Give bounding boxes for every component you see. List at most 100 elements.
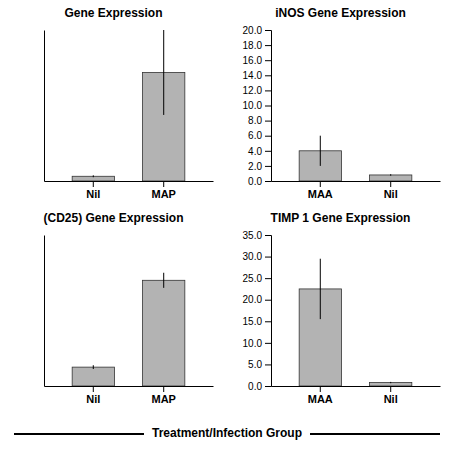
y-tick-label: 5.0 [248,359,262,370]
title: (CD25) Gene Expression [43,211,183,225]
error-bar [93,175,94,177]
x-tick-mark [163,181,164,187]
y-tick-label: 8.0 [248,115,262,126]
y-tick-mark [265,321,271,322]
error-bar [390,174,391,176]
x-tick: MAA [308,181,333,200]
y-tick-mark [265,45,271,46]
y-tick-label: 15.0 [243,316,263,327]
y-tick-label: 10.0 [243,338,263,349]
x-tick-label: MAA [308,188,333,200]
x-tick-label: Nil [86,393,100,405]
y-axis: 0.0 2.0 4.0 6.0 8.0 10.0 12.0 14.0 16.0 18.0 20.0 [243,25,272,187]
title: TIMP 1 Gene Expression [271,211,411,225]
y-tick-label: 16.0 [243,55,263,66]
plot-area: Nil MAP [45,236,214,405]
x-tick: MAP [151,386,175,405]
x-tick-mark [320,386,321,392]
figure: Gene ExpressionNilMAPiNOS Gene Expressio… [0,0,454,454]
x-tick-mark [390,386,391,392]
y-tick-label: 0.0 [248,176,262,187]
y-tick-mark [265,166,271,167]
y-tick: 20.0 [243,294,271,305]
y-tick: 0.0 [248,176,271,187]
y-tick-mark [265,300,271,301]
y-tick-mark [265,30,271,31]
y-tick: 10.0 [243,100,271,111]
y-tick-mark [265,364,271,365]
y-tick-label: 2.0 [248,161,262,172]
y-tick-mark [265,90,271,91]
y-tick: 25.0 [243,273,271,284]
x-tick-mark [390,181,391,187]
y-tick-label: 14.0 [243,70,263,81]
y-tick-mark [265,60,271,61]
marks [299,259,412,386]
y-tick-label: 35.0 [243,230,263,241]
panel: TIMP 1 Gene ExpressionMAANil0.05.010.015… [243,211,441,405]
x-tick-mark [93,386,94,392]
x-tick-mark [93,181,94,187]
y-axis-line [265,31,272,182]
y-tick: 18.0 [243,40,271,51]
marks [72,30,185,181]
y-tick: 15.0 [243,316,271,327]
y-axis [44,236,45,387]
x-tick: Nil [384,386,398,405]
y-tick-label: 30.0 [243,251,263,262]
y-tick: 35.0 [243,230,271,241]
x-tick-mark [320,181,321,187]
y-tick-label: 4.0 [248,146,262,157]
title: Gene Expression [64,6,162,20]
y-tick-mark [265,343,271,344]
y-tick-label: 20.0 [243,25,263,36]
y-tick: 4.0 [248,146,271,157]
y-tick-mark [265,151,271,152]
y-tick-label: 12.0 [243,85,263,96]
error-bar [163,273,164,288]
y-tick: 6.0 [248,130,271,141]
y-axis-line [44,236,45,387]
y-tick: 30.0 [243,251,271,262]
decor-line [310,433,440,435]
y-tick-mark [265,235,271,236]
panel: iNOS Gene Expression MAA Nil 0.0 2.0 4.0 6.0 8.… [243,6,441,200]
x-tick-label: MAP [151,188,175,200]
y-tick-label: 20.0 [243,294,263,305]
x-axis-line [272,386,441,387]
y-axis-line [44,31,45,182]
y-tick: 10.0 [243,338,271,349]
panel: Gene Expression NilMAP [45,6,214,200]
y-tick: 12.0 [243,85,271,96]
error-bar [163,30,164,115]
x-tick: Nil [86,386,100,405]
y-axis: 0.05.010.015.020.025.030.035.0 [243,230,272,392]
y-tick-label: 10.0 [243,100,263,111]
x-tick-label: MAA [308,393,333,405]
y-tick-mark [265,75,271,76]
x-axis-line [272,181,441,182]
title: iNOS Gene Expression [275,6,406,20]
x-tick-label: Nil [384,393,398,405]
y-tick: 5.0 [248,359,271,370]
y-tick: 14.0 [243,70,271,81]
x-tick-label: MAP [151,393,175,405]
x-tick-label: Nil [384,188,398,200]
bar [370,383,412,386]
y-tick-mark [265,181,271,182]
y-tick: 8.0 [248,115,271,126]
x-tick-mark [163,386,164,392]
x-axis-line [45,181,214,182]
error-bar [320,259,321,319]
y-tick-mark [265,106,271,107]
x-tick: MAP [151,181,175,200]
x-axis-line [45,386,214,387]
marks [299,136,412,181]
error-bar [390,382,391,383]
y-axis-line [265,236,272,387]
plot-area: NilMAP [45,30,214,200]
error-bar [93,365,94,369]
y-tick-mark [265,257,271,258]
y-tick-mark [265,136,271,137]
x-tick: MAA [308,386,333,405]
